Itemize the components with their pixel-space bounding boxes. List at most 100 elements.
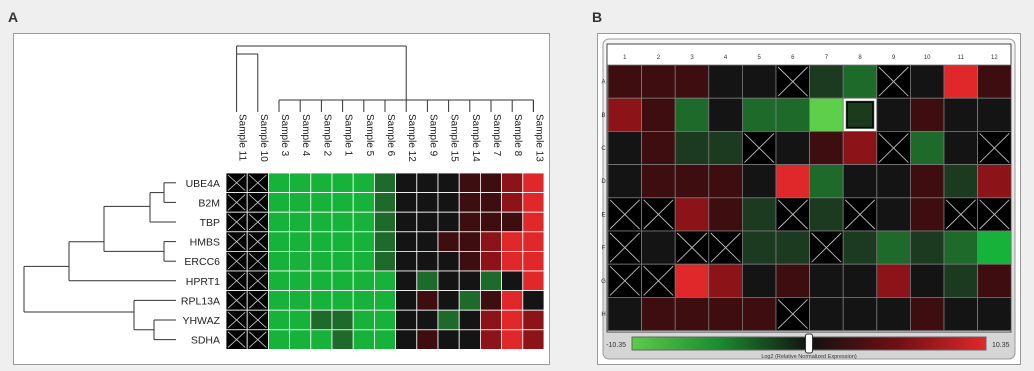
heatmap-cell	[437, 250, 460, 272]
gene-label: SDHA	[191, 335, 220, 347]
sample-label: Sample 6	[385, 114, 396, 157]
heatmap-cell	[416, 309, 439, 331]
plate-column-labels: 1 2 3 4 5 6 7 8 9 10 11 12	[623, 55, 998, 61]
plate-column-label: 2	[657, 55, 661, 61]
plate-well	[708, 197, 743, 232]
heatmap-cell	[310, 329, 333, 350]
heatmap-cell	[352, 250, 375, 272]
sample-dendrogram	[236, 45, 534, 112]
heatmap-cell	[352, 309, 375, 331]
heatmap-cell	[267, 231, 290, 252]
panel-a-letter: A	[8, 9, 19, 25]
plate-row-label: G	[601, 279, 606, 285]
gene-heatmap-chart: Sample 11 Sample 10 Sample 3 Sample 4 Sample…	[23, 45, 545, 350]
panel-b-letter: B	[592, 9, 603, 25]
gene-label: UBE4A	[186, 178, 220, 190]
plate-column-label: 10	[924, 55, 931, 61]
heatmap-cell	[479, 309, 502, 331]
heatmap-cell	[437, 290, 460, 311]
plate-well	[674, 296, 710, 331]
heatmap-cell	[289, 290, 312, 311]
plate-well	[641, 296, 676, 331]
heatmap-cell	[225, 172, 248, 194]
heatmap-cell	[352, 172, 375, 194]
plate-well	[607, 296, 642, 331]
plate-well	[977, 164, 1012, 199]
heatmap-cell	[246, 172, 269, 194]
plate-well	[842, 296, 878, 331]
plate-well	[775, 230, 810, 265]
plate-well	[943, 97, 978, 132]
sample-label: Sample 3	[279, 114, 290, 157]
plate-row-label: F	[602, 246, 606, 252]
plate-grid	[607, 64, 1012, 331]
heatmap-cell	[522, 250, 545, 272]
plate-well	[607, 64, 642, 99]
heatmap-cell	[501, 329, 524, 350]
plate-well	[909, 263, 945, 298]
heatmap-cell	[267, 309, 290, 331]
heatmap-cell	[225, 250, 248, 272]
plate-well	[674, 131, 710, 166]
plate-well	[708, 97, 743, 132]
heatmap-cell	[267, 290, 290, 311]
heatmap-cell	[331, 290, 354, 311]
plate-well	[775, 296, 810, 331]
heatmap-cell	[395, 270, 418, 292]
plate-well	[809, 230, 844, 265]
heatmap-cell	[373, 231, 396, 252]
heatmap-cell	[395, 290, 418, 311]
scale-slider-handle[interactable]	[805, 333, 813, 354]
heatmap-cell	[331, 270, 354, 292]
scale-axis-label: Log2 (Relative Normalized Expression)	[761, 354, 857, 360]
plate-well	[641, 230, 676, 265]
heatmap-cell	[267, 250, 290, 272]
gene-label: RPL13A	[181, 295, 220, 307]
heatmap-cell	[373, 309, 396, 331]
heatmap-cell	[501, 211, 524, 233]
heatmap-cell	[289, 172, 312, 194]
plate-column-label: 11	[958, 55, 965, 61]
plate-well	[943, 197, 978, 232]
heatmap-cell	[522, 211, 545, 233]
plate-row-label: C	[601, 146, 606, 152]
plate-column-label: 1	[623, 55, 627, 61]
plate-well	[775, 164, 810, 199]
heatmap-cell	[289, 309, 312, 331]
heatmap-cell	[352, 270, 375, 292]
plate-well	[977, 64, 1012, 99]
heatmap-cell	[310, 250, 333, 272]
heatmap-cell	[458, 270, 481, 292]
heatmap-cell	[522, 231, 545, 252]
heatmap-cell	[437, 231, 460, 252]
scale-min-label: -10.35	[606, 342, 626, 349]
heatmap-cell	[437, 309, 460, 331]
heatmap-cell	[522, 172, 545, 194]
plate-well	[741, 64, 777, 99]
heatmap-cell	[373, 329, 396, 350]
plate-well	[775, 263, 810, 298]
plate-well	[607, 230, 642, 265]
plate-well	[674, 97, 710, 132]
sample-label: Sample 8	[512, 114, 523, 157]
plate-well	[977, 197, 1012, 232]
heatmap-cell	[437, 192, 460, 213]
heatmap-cell	[225, 270, 248, 292]
plate-well	[674, 164, 710, 199]
sample-label: Sample 15	[449, 114, 460, 162]
heatmap-cell	[458, 329, 481, 350]
sample-label: Sample 5	[364, 114, 375, 157]
gene-label: HPRT1	[186, 276, 220, 288]
heatmap-cell	[416, 250, 439, 272]
heatmap-cell	[501, 231, 524, 252]
heatmap-cell	[501, 309, 524, 331]
plate-well	[674, 230, 710, 265]
heatmap-cell	[416, 172, 439, 194]
heatmap-cell	[416, 211, 439, 233]
heatmap-cell	[479, 329, 502, 350]
plate-row-label: H	[601, 312, 605, 318]
heatmap-cell	[479, 192, 502, 213]
sample-label: Sample 7	[491, 114, 502, 157]
plate-well	[876, 230, 911, 265]
